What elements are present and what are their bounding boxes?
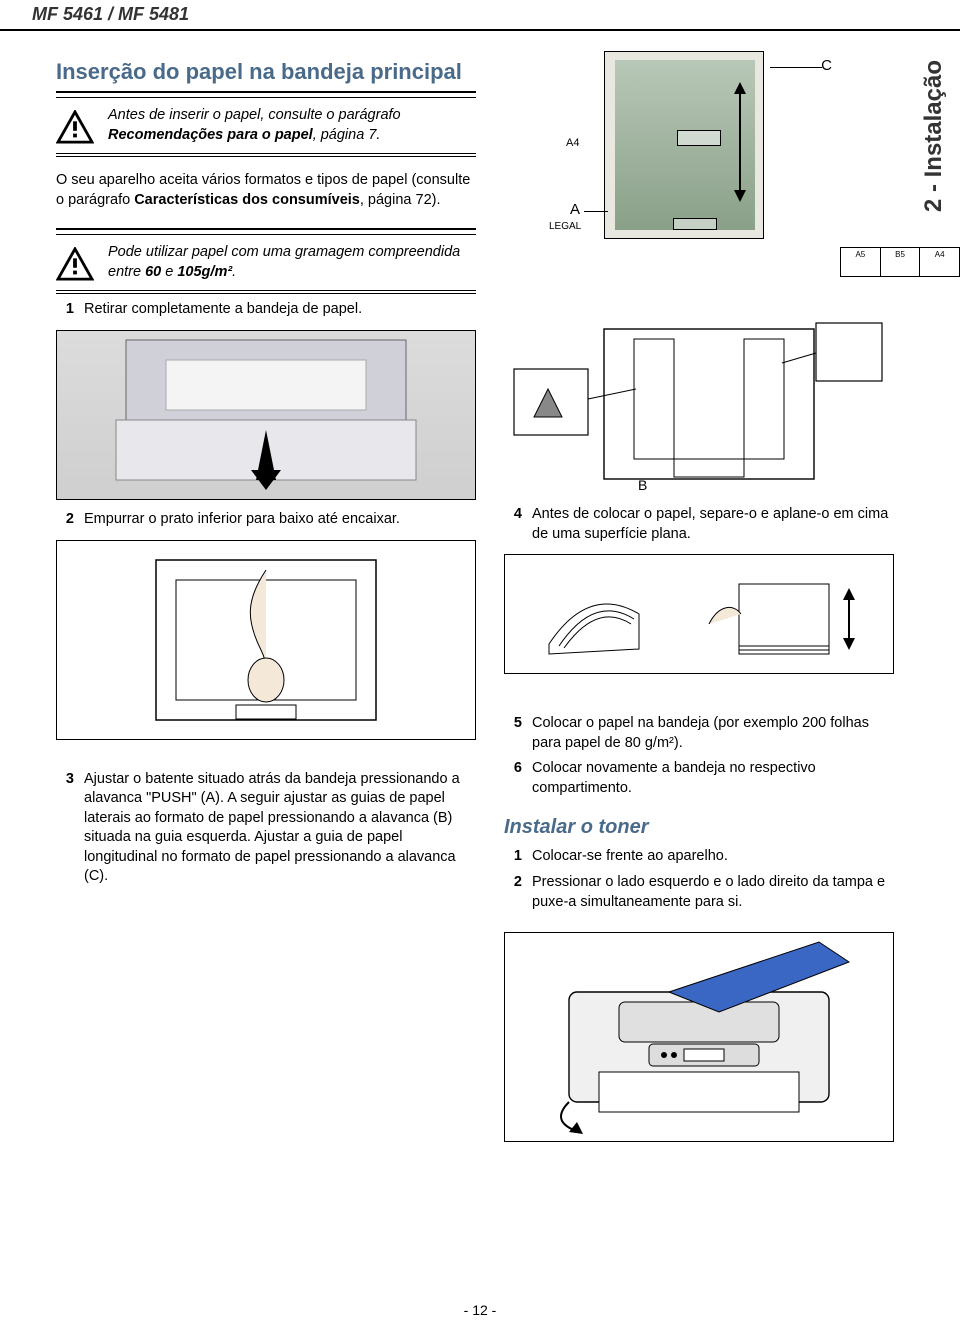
warn1-post: , página 7.: [313, 127, 381, 143]
warning-icon: [56, 247, 94, 281]
steps-list: 1 Retirar completamente a bandeja de pape…: [56, 300, 476, 320]
step-text: Retirar completamente a bandeja de papel…: [84, 300, 362, 320]
step-text: Empurrar o prato inferior para baixo até…: [84, 510, 400, 530]
step-number: 6: [504, 759, 522, 798]
warn1-bold: Recomendações para o papel: [108, 127, 313, 143]
page-content: Inserção do papel na bandeja principal A…: [0, 31, 960, 1152]
label-a4: A4: [564, 137, 581, 149]
steps-list: 5 Colocar o papel na bandeja (por exemplo…: [504, 714, 894, 798]
scale-a5: A5: [841, 248, 880, 276]
step-number: 1: [504, 847, 522, 867]
section-heading: Inserção do papel na bandeja principal: [56, 59, 476, 85]
warn2-b2: 105g/m²: [177, 264, 232, 280]
step-number: 5: [504, 714, 522, 753]
steps-list: 4 Antes de colocar o papel, separe-o e ap…: [504, 505, 894, 544]
intro-post: , página 72).: [360, 192, 441, 208]
toner-steps: 1 Colocar-se frente ao aparelho. 2 Pressio…: [504, 847, 894, 912]
warning-icon: [56, 110, 94, 144]
step-item: 2 Pressionar o lado esquerdo e o lado dir…: [504, 873, 894, 912]
scale-strip: A5 B5 A4: [840, 247, 960, 277]
step-text: Antes de colocar o papel, separe-o e apl…: [532, 505, 894, 544]
step-item: 1 Colocar-se frente ao aparelho.: [504, 847, 894, 867]
figure-guides: B: [504, 319, 884, 499]
model-number: MF 5461 / MF 5481: [32, 4, 189, 24]
step-text: Ajustar o batente situado atrás da bande…: [84, 770, 476, 887]
figure-flatten-paper: [504, 554, 894, 674]
warn1-pre: Antes de inserir o papel, consulte o par…: [108, 107, 401, 123]
step-item: 3Ajustar o batente situado atrás da band…: [56, 770, 476, 887]
step-number: 4: [504, 505, 522, 544]
warn2-post: .: [232, 264, 236, 280]
scale-b5: B5: [880, 248, 920, 276]
steps-list: 2 Empurrar o prato inferior para baixo at…: [56, 510, 476, 530]
figure-printer-open: [504, 932, 894, 1142]
step-item: 6 Colocar novamente a bandeja no respecti…: [504, 759, 894, 798]
figure-push-plate: [56, 540, 476, 740]
figure-tray-labels: A4 LEGAL A C: [544, 51, 804, 261]
step-number: 1: [56, 300, 74, 320]
warning-box-2: Pode utilizar papel com uma gramagem com…: [56, 234, 476, 291]
step-text: Colocar o papel na bandeja (por exemplo …: [532, 714, 894, 753]
page-number: - 12 -: [0, 1302, 960, 1318]
warn2-b1: 60: [145, 264, 161, 280]
step-number: 3: [56, 770, 74, 887]
scale-a4: A4: [919, 248, 959, 276]
step-number: 2: [504, 873, 522, 912]
step-item: 1 Retirar completamente a bandeja de pape…: [56, 300, 476, 320]
step-text: Colocar novamente a bandeja no respectiv…: [532, 759, 894, 798]
step-text: Colocar-se frente ao aparelho.: [532, 847, 728, 867]
intro-paragraph: O seu aparelho aceita vários formatos e …: [56, 171, 476, 210]
step-number: 2: [56, 510, 74, 530]
label-c: C: [821, 57, 832, 74]
label-b: B: [638, 477, 647, 493]
step-text: Pressionar o lado esquerdo e o lado dire…: [532, 873, 894, 912]
right-column: A4 LEGAL A C A5 B5 A4: [504, 41, 894, 1152]
left-column: Inserção do papel na bandeja principal A…: [56, 41, 476, 1152]
label-legal: LEGAL: [548, 221, 582, 232]
steps-list: 3Ajustar o batente situado atrás da band…: [56, 770, 476, 887]
step-item: 2 Empurrar o prato inferior para baixo at…: [56, 510, 476, 530]
warn2-mid: e: [161, 264, 177, 280]
warning-box-1: Antes de inserir o papel, consulte o par…: [56, 97, 476, 154]
figure-tray-open: [56, 330, 476, 500]
step-item: 5 Colocar o papel na bandeja (por exemplo…: [504, 714, 894, 753]
subsection-heading: Instalar o toner: [504, 816, 894, 839]
document-header: MF 5461 / MF 5481: [0, 0, 960, 31]
label-a: A: [570, 201, 580, 218]
step-item: 4 Antes de colocar o papel, separe-o e ap…: [504, 505, 894, 544]
warning-text-2: Pode utilizar papel com uma gramagem com…: [108, 243, 476, 282]
warning-text-1: Antes de inserir o papel, consulte o par…: [108, 106, 476, 145]
intro-bold: Características dos consumíveis: [134, 192, 360, 208]
